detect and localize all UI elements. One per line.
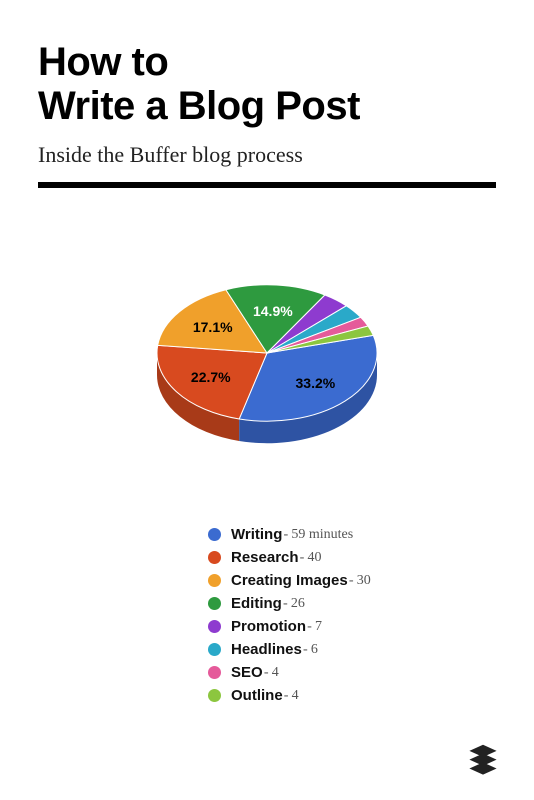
legend-detail: 59 minutes bbox=[291, 527, 353, 543]
legend-item: Headlines - 6 bbox=[208, 641, 496, 658]
legend-detail: 26 bbox=[291, 596, 305, 612]
legend-separator: - bbox=[283, 526, 288, 543]
legend-separator: - bbox=[307, 618, 312, 635]
legend-label: SEO bbox=[231, 664, 263, 681]
legend-separator: - bbox=[284, 687, 289, 704]
legend-item: SEO - 4 bbox=[208, 664, 496, 681]
pie-slice-label: 17.1% bbox=[193, 319, 233, 335]
legend-detail: 4 bbox=[292, 688, 299, 704]
legend-detail: 6 bbox=[311, 642, 318, 658]
legend-item: Writing - 59 minutes bbox=[208, 526, 496, 543]
legend-label: Promotion bbox=[231, 618, 306, 635]
page-subtitle: Inside the Buffer blog process bbox=[38, 142, 496, 168]
pie-slice-label: 33.2% bbox=[296, 375, 336, 391]
legend-label: Editing bbox=[231, 595, 282, 612]
legend-label: Headlines bbox=[231, 641, 302, 658]
pie-slice-label: 14.9% bbox=[253, 303, 293, 319]
pie-slice-label: 22.7% bbox=[191, 369, 231, 385]
buffer-logo-icon bbox=[466, 742, 500, 776]
legend-swatch bbox=[208, 666, 221, 679]
legend-separator: - bbox=[349, 572, 354, 589]
legend-separator: - bbox=[300, 549, 305, 566]
legend-separator: - bbox=[303, 641, 308, 658]
legend-detail: 40 bbox=[308, 550, 322, 566]
legend-item: Editing - 26 bbox=[208, 595, 496, 612]
legend-swatch bbox=[208, 551, 221, 564]
legend-label: Creating Images bbox=[231, 572, 348, 589]
legend-detail: 30 bbox=[357, 573, 371, 589]
legend-item: Outline - 4 bbox=[208, 687, 496, 704]
legend-swatch bbox=[208, 643, 221, 656]
legend-swatch bbox=[208, 620, 221, 633]
legend-detail: 4 bbox=[272, 665, 279, 681]
legend: Writing - 59 minutes Research - 40 Creatin… bbox=[208, 526, 496, 704]
legend-detail: 7 bbox=[315, 619, 322, 635]
legend-label: Research bbox=[231, 549, 299, 566]
legend-label: Outline bbox=[231, 687, 283, 704]
legend-item: Research - 40 bbox=[208, 549, 496, 566]
legend-swatch bbox=[208, 597, 221, 610]
page-title: How to Write a Blog Post bbox=[38, 40, 496, 128]
legend-label: Writing bbox=[231, 526, 282, 543]
legend-separator: - bbox=[283, 595, 288, 612]
title-line-2: Write a Blog Post bbox=[38, 84, 360, 128]
legend-swatch bbox=[208, 528, 221, 541]
legend-item: Creating Images - 30 bbox=[208, 572, 496, 589]
title-line-1: How to bbox=[38, 40, 168, 84]
pie-chart: 33.2% 22.7% 17.1% 14.9% bbox=[38, 218, 496, 508]
legend-item: Promotion - 7 bbox=[208, 618, 496, 635]
header-divider bbox=[38, 182, 496, 188]
legend-swatch bbox=[208, 574, 221, 587]
legend-separator: - bbox=[264, 664, 269, 681]
legend-swatch bbox=[208, 689, 221, 702]
